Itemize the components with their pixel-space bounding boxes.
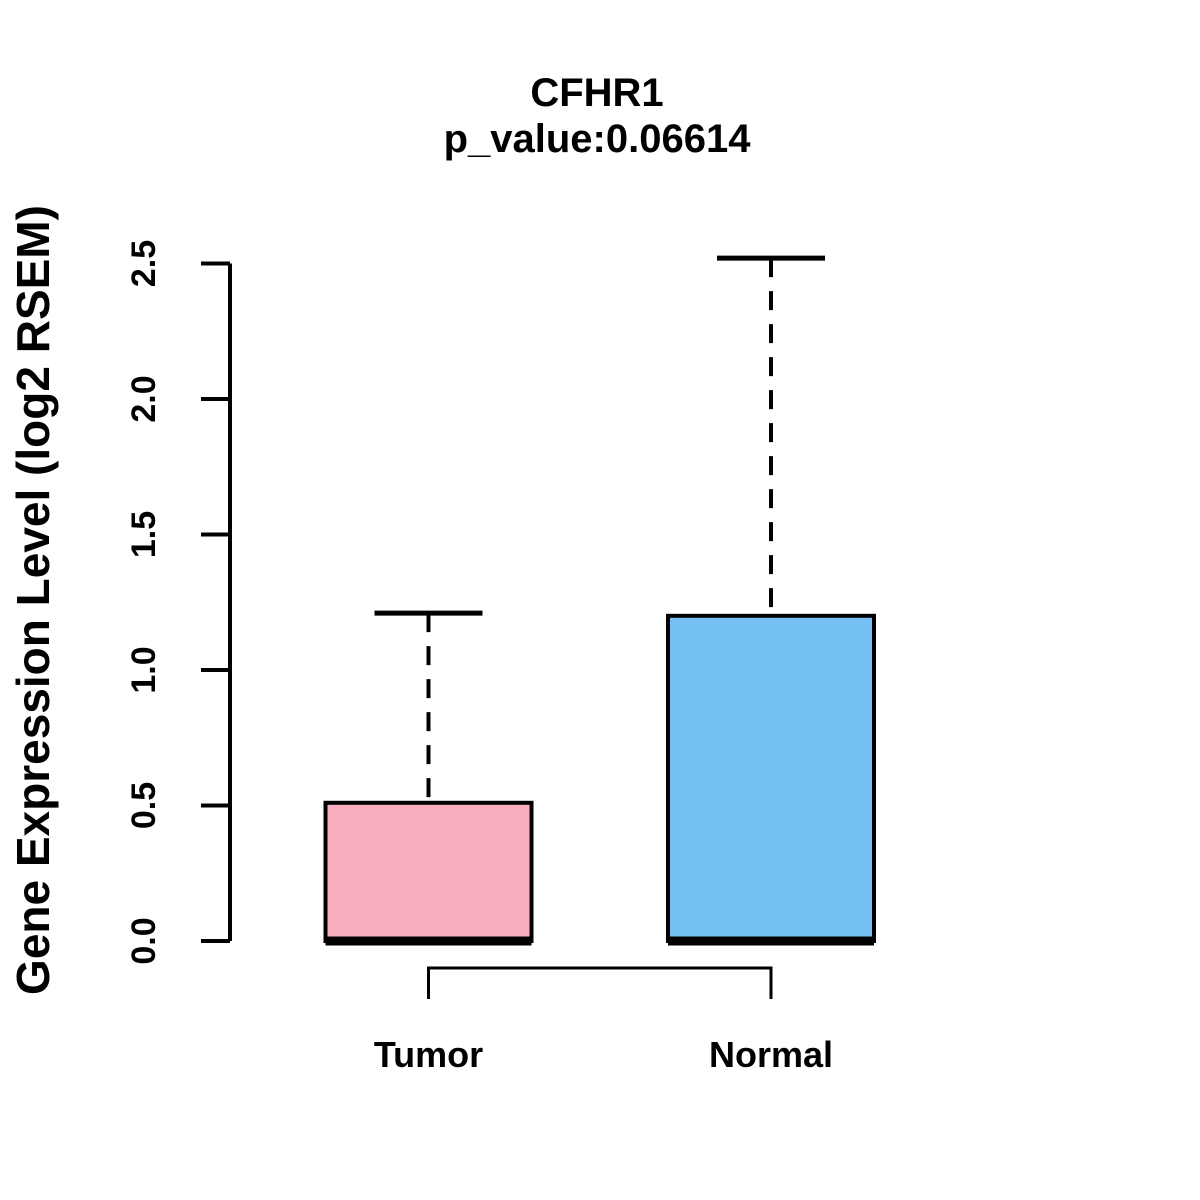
x-category-label-normal: Normal	[709, 1034, 833, 1075]
comparison-bracket	[427, 966, 773, 999]
y-axis-tick-label: 2.5	[125, 240, 163, 287]
y-axis-tick-label: 0.0	[125, 917, 163, 964]
x-category-label-tumor: Tumor	[374, 1034, 483, 1075]
box-tumor	[323, 800, 534, 943]
y-axis-tick-label: 0.5	[125, 782, 163, 829]
y-axis-tick-label: 2.0	[125, 375, 163, 422]
y-axis-tick-label: 1.0	[125, 646, 163, 693]
box-normal	[666, 613, 876, 943]
y-axis-tick-label: 1.5	[125, 511, 163, 558]
